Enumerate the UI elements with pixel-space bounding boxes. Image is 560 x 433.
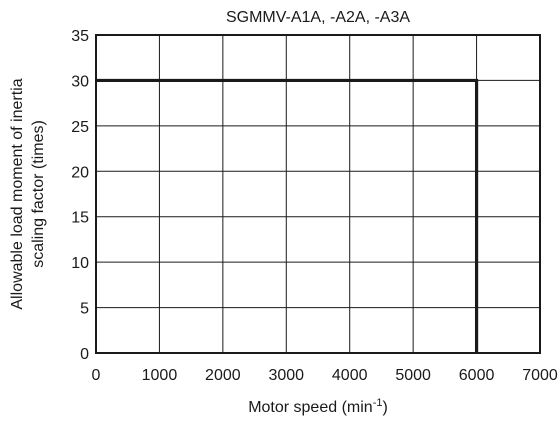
y-tick-label: 15 — [71, 210, 89, 227]
x-tick-labels: 0 1000 2000 3000 4000 5000 6000 7000 — [92, 367, 558, 384]
x-tick-label: 0 — [92, 367, 101, 384]
x-tick-label: 1000 — [142, 367, 178, 384]
x-tick-label: 6000 — [459, 367, 495, 384]
y-tick-label: 20 — [71, 164, 89, 181]
x-axis-label: Motor speed (min-1) — [248, 397, 388, 416]
y-tick-label: 0 — [80, 346, 89, 363]
y-tick-label: 25 — [71, 119, 89, 136]
y-tick-label: 35 — [71, 28, 89, 45]
plot-frame — [95, 34, 541, 354]
y-tick-label: 10 — [71, 255, 89, 272]
y-axis-label-line2: scaling factor (times) — [30, 120, 47, 268]
series-line — [96, 78, 479, 353]
series-layer — [96, 78, 479, 353]
x-axis-label-superscript: -1 — [373, 397, 383, 409]
chart-title: SGMMV-A1A, -A2A, -A3A — [226, 9, 410, 26]
x-tick-label: 4000 — [332, 367, 368, 384]
y-axis-label-line1: Allowable load moment of inertia — [9, 78, 26, 309]
y-tick-label: 5 — [80, 301, 89, 318]
x-tick-label: 7000 — [522, 367, 558, 384]
grid — [96, 35, 540, 353]
x-axis-label-main: Motor speed (min — [248, 399, 373, 416]
x-axis-label-close: ) — [382, 399, 387, 416]
x-tick-label: 3000 — [268, 367, 304, 384]
x-tick-label: 5000 — [395, 367, 431, 384]
x-tick-label: 2000 — [205, 367, 241, 384]
y-tick-labels: 0 5 10 15 20 25 30 35 — [71, 28, 89, 363]
y-tick-label: 30 — [71, 73, 89, 90]
